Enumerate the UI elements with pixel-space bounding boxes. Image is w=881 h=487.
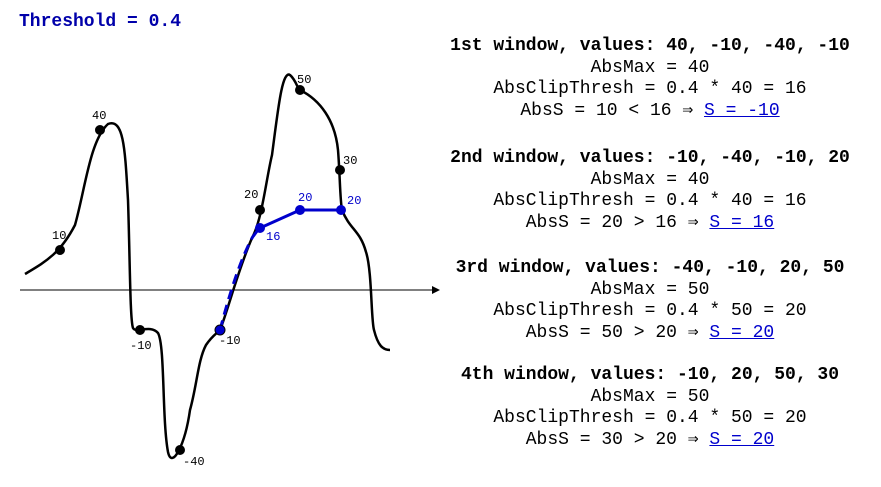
window-4-result-link[interactable]: S = 20 [709, 429, 775, 450]
label-40: 40 [92, 109, 106, 123]
point-minus10-a [135, 325, 145, 335]
threshold-title: Threshold = 0.4 [19, 12, 182, 32]
window-4-block: 4th window, values: -10, 20, 50, 30 AbsM… [440, 365, 860, 451]
window-4-abss-text: AbsS = 30 > 20 ⇒ [525, 429, 710, 450]
window-3-absmax: AbsMax = 50 [590, 279, 710, 300]
label-20: 20 [244, 188, 258, 202]
window-2-clip: AbsClipThresh = 0.4 * 40 = 16 [493, 191, 807, 211]
label-clip-16: 16 [266, 230, 280, 244]
signal-curve [24, 73, 391, 460]
window-1-abss-text: AbsS = 10 < 16 ⇒ [520, 100, 705, 121]
x-axis-arrow [432, 286, 440, 294]
window-3-result-link[interactable]: S = 20 [709, 322, 775, 343]
window-3-clip: AbsClipThresh = 0.4 * 50 = 20 [493, 301, 807, 321]
label-minus10-b: -10 [219, 334, 241, 348]
window-1-abss: AbsS = 10 < 16 ⇒ S = -10 [440, 101, 860, 123]
window-1-result-link[interactable]: S = -10 [704, 100, 780, 121]
window-2-absmax: AbsMax = 40 [590, 169, 710, 190]
clip-point-20b [336, 205, 346, 215]
window-4-absmax: AbsMax = 50 [590, 386, 710, 407]
clipped-dashed-segment [218, 237, 254, 331]
point-30 [335, 165, 345, 175]
window-2-result-link[interactable]: S = 16 [709, 212, 775, 233]
point-40 [95, 125, 105, 135]
point-50 [295, 85, 305, 95]
window-3-abss: AbsS = 50 > 20 ⇒ S = 20 [440, 323, 860, 345]
window-2-abss: AbsS = 20 > 16 ⇒ S = 16 [440, 213, 860, 235]
window-1-block: 1st window, values: 40, -10, -40, -10 Ab… [440, 36, 860, 122]
label-clip-20b: 20 [347, 194, 361, 208]
window-1-clip: AbsClipThresh = 0.4 * 40 = 16 [493, 79, 807, 99]
window-2-abss-text: AbsS = 20 > 16 ⇒ [525, 212, 710, 233]
point-20 [255, 205, 265, 215]
window-1-title: 1st window, values: 40, -10, -40, -10 [450, 36, 850, 56]
point-minus10-b [214, 324, 226, 336]
window-3-block: 3rd window, values: -40, -10, 20, 50 Abs… [440, 258, 860, 344]
window-3-title: 3rd window, values: -40, -10, 20, 50 [455, 258, 845, 278]
clip-point-16 [255, 223, 265, 233]
point-10 [55, 245, 65, 255]
window-2-block: 2nd window, values: -10, -40, -10, 20 Ab… [440, 148, 860, 234]
label-minus40: -40 [183, 455, 205, 469]
label-30: 30 [343, 154, 357, 168]
window-3-abss-text: AbsS = 50 > 20 ⇒ [525, 322, 710, 343]
point-minus40 [175, 445, 185, 455]
clip-point-20a [295, 205, 305, 215]
window-1-absmax: AbsMax = 40 [590, 57, 710, 78]
window-4-title: 4th window, values: -10, 20, 50, 30 [460, 365, 840, 385]
label-50: 50 [297, 73, 311, 87]
window-2-title: 2nd window, values: -10, -40, -10, 20 [450, 148, 850, 168]
label-minus10-a: -10 [130, 339, 152, 353]
label-clip-20a: 20 [298, 191, 312, 205]
label-10: 10 [52, 229, 66, 243]
window-4-clip: AbsClipThresh = 0.4 * 50 = 20 [493, 408, 807, 428]
window-4-abss: AbsS = 30 > 20 ⇒ S = 20 [440, 430, 860, 452]
